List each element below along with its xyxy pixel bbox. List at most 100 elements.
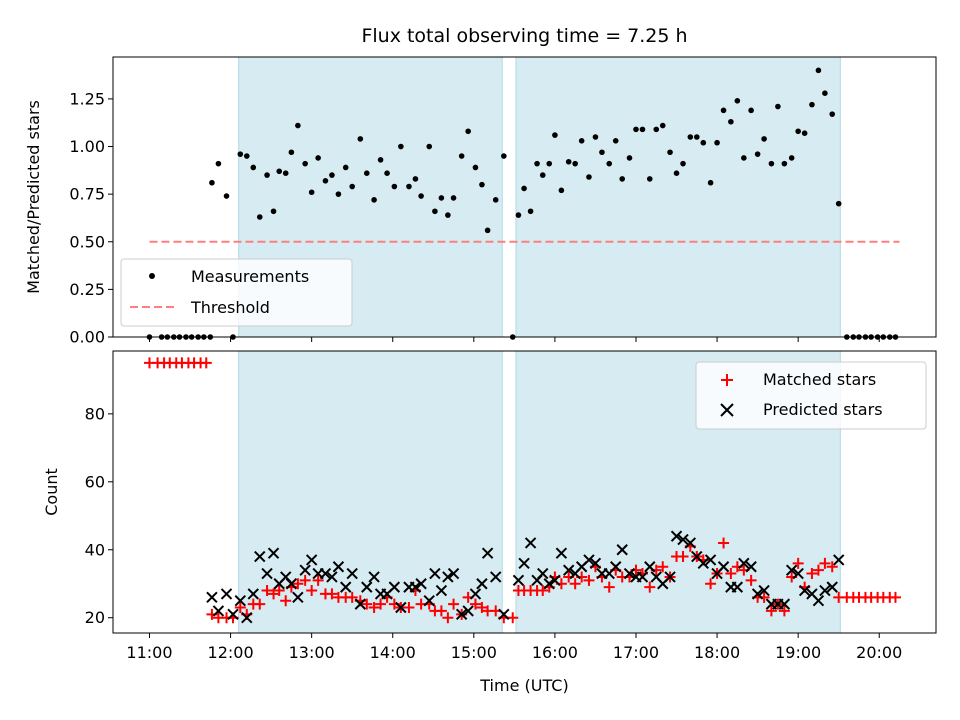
measurement-point bbox=[673, 170, 680, 176]
predicted-star-point bbox=[435, 584, 448, 597]
predicted-star-point bbox=[812, 595, 825, 607]
x-tick-label: 16:00 bbox=[532, 643, 578, 662]
matched-star-point bbox=[806, 568, 818, 580]
measurement-point bbox=[572, 160, 578, 167]
measurement-point bbox=[215, 160, 222, 167]
matched-star-point bbox=[254, 598, 266, 610]
y-axis-label-ratio: Matched/Predicted stars bbox=[24, 100, 43, 294]
matched-star-point bbox=[306, 585, 318, 597]
predicted-star-point bbox=[267, 547, 280, 559]
y-tick-label-count: 60 bbox=[85, 472, 105, 491]
predicted-star-point bbox=[798, 584, 811, 597]
measurement-point bbox=[472, 164, 479, 171]
predicted-star-point bbox=[583, 554, 595, 566]
measurement-point bbox=[700, 139, 707, 146]
predicted-star-point bbox=[442, 571, 454, 583]
matched-star-point bbox=[718, 537, 730, 549]
measurement-point bbox=[795, 128, 801, 135]
measurement-point bbox=[633, 126, 639, 133]
predicted-star-point bbox=[704, 554, 717, 566]
predicted-star-point bbox=[423, 595, 435, 607]
chart-title: Flux total observing time = 7.25 h bbox=[361, 25, 687, 47]
measurement-point bbox=[653, 126, 660, 133]
measurement-point bbox=[250, 164, 257, 171]
predicted-star-point bbox=[717, 561, 730, 573]
measurement-point bbox=[619, 176, 626, 182]
predicted-star-point bbox=[462, 605, 474, 617]
x-tick-label: 13:00 bbox=[289, 643, 335, 662]
predicted-star-point bbox=[684, 537, 697, 549]
predicted-star-point bbox=[346, 567, 358, 580]
predicted-star-point bbox=[819, 584, 831, 597]
predicted-star-point bbox=[292, 591, 304, 604]
measurement-point bbox=[465, 128, 471, 135]
measurement-point bbox=[639, 126, 646, 133]
measurement-point bbox=[342, 164, 349, 171]
legend-measurements-marker bbox=[149, 273, 155, 279]
predicted-star-point bbox=[524, 537, 537, 549]
predicted-star-point bbox=[368, 571, 380, 583]
matched-star-point bbox=[442, 612, 454, 624]
measurement-point bbox=[377, 157, 384, 163]
predicted-star-point bbox=[785, 564, 798, 576]
matched-star-point bbox=[268, 588, 280, 600]
measurement-point bbox=[237, 151, 244, 157]
measurement-point bbox=[209, 179, 215, 186]
predicted-star-point bbox=[388, 581, 401, 593]
predicted-star-point bbox=[636, 571, 649, 583]
matched-star-point bbox=[448, 598, 460, 610]
predicted-star-point bbox=[543, 578, 555, 590]
measurement-point bbox=[458, 153, 465, 159]
measurement-point bbox=[707, 179, 714, 186]
measurement-point bbox=[501, 153, 507, 159]
measurement-point bbox=[809, 101, 815, 108]
predicted-star-point bbox=[549, 574, 561, 587]
x-tick-label: 20:00 bbox=[856, 643, 902, 662]
matched-star-point bbox=[312, 574, 324, 586]
measurement-point bbox=[264, 172, 270, 178]
predicted-star-point bbox=[832, 554, 845, 566]
measurement-point bbox=[315, 155, 321, 161]
measurement-point bbox=[363, 170, 370, 176]
measurement-point bbox=[527, 208, 534, 215]
predicted-star-point bbox=[354, 598, 367, 610]
measurement-point bbox=[302, 160, 308, 167]
legend-ratio: Measurements Threshold bbox=[120, 258, 353, 327]
legend-counts-box bbox=[695, 361, 927, 430]
matched-star-point bbox=[819, 557, 831, 569]
y-tick-label-ratio: 1.00 bbox=[69, 137, 105, 156]
predicted-star-point bbox=[745, 561, 757, 573]
legend-predicted-label: Predicted stars bbox=[763, 400, 883, 419]
matched-star-point bbox=[375, 598, 387, 610]
measurement-point bbox=[815, 67, 822, 74]
measurement-point bbox=[599, 149, 605, 156]
measurement-point bbox=[558, 187, 565, 194]
measurement-point bbox=[659, 122, 666, 129]
measurement-point bbox=[534, 160, 540, 167]
observing-window-2 bbox=[515, 56, 841, 338]
predicted-star-point bbox=[476, 578, 488, 590]
panel-ratio-frame bbox=[112, 56, 937, 338]
x-tick-label: 18:00 bbox=[694, 643, 740, 662]
measurement-point bbox=[565, 158, 572, 165]
measurement-point bbox=[418, 193, 424, 199]
matched-star-point bbox=[469, 598, 481, 610]
y-axis-label-count: Count bbox=[42, 468, 61, 516]
predicted-star-point bbox=[447, 567, 460, 580]
measurement-point bbox=[270, 208, 277, 215]
legend-counts: Matched stars Predicted stars bbox=[695, 361, 927, 430]
matched-star-point bbox=[826, 561, 838, 573]
predicted-star-point bbox=[340, 581, 352, 593]
y-tick-label-ratio: 0.25 bbox=[69, 280, 105, 299]
y-tick-label-count: 20 bbox=[85, 608, 105, 627]
measurement-point bbox=[357, 136, 364, 142]
predicted-star-point bbox=[326, 571, 338, 583]
measurement-point bbox=[450, 195, 457, 201]
measurement-point bbox=[714, 139, 720, 146]
measurement-point bbox=[322, 178, 329, 184]
matched-star-point bbox=[368, 602, 380, 614]
legend-matched-marker bbox=[721, 374, 733, 386]
predicted-star-point bbox=[697, 557, 709, 570]
measurement-point bbox=[801, 130, 808, 136]
y-tick-label-count: 40 bbox=[85, 540, 105, 559]
